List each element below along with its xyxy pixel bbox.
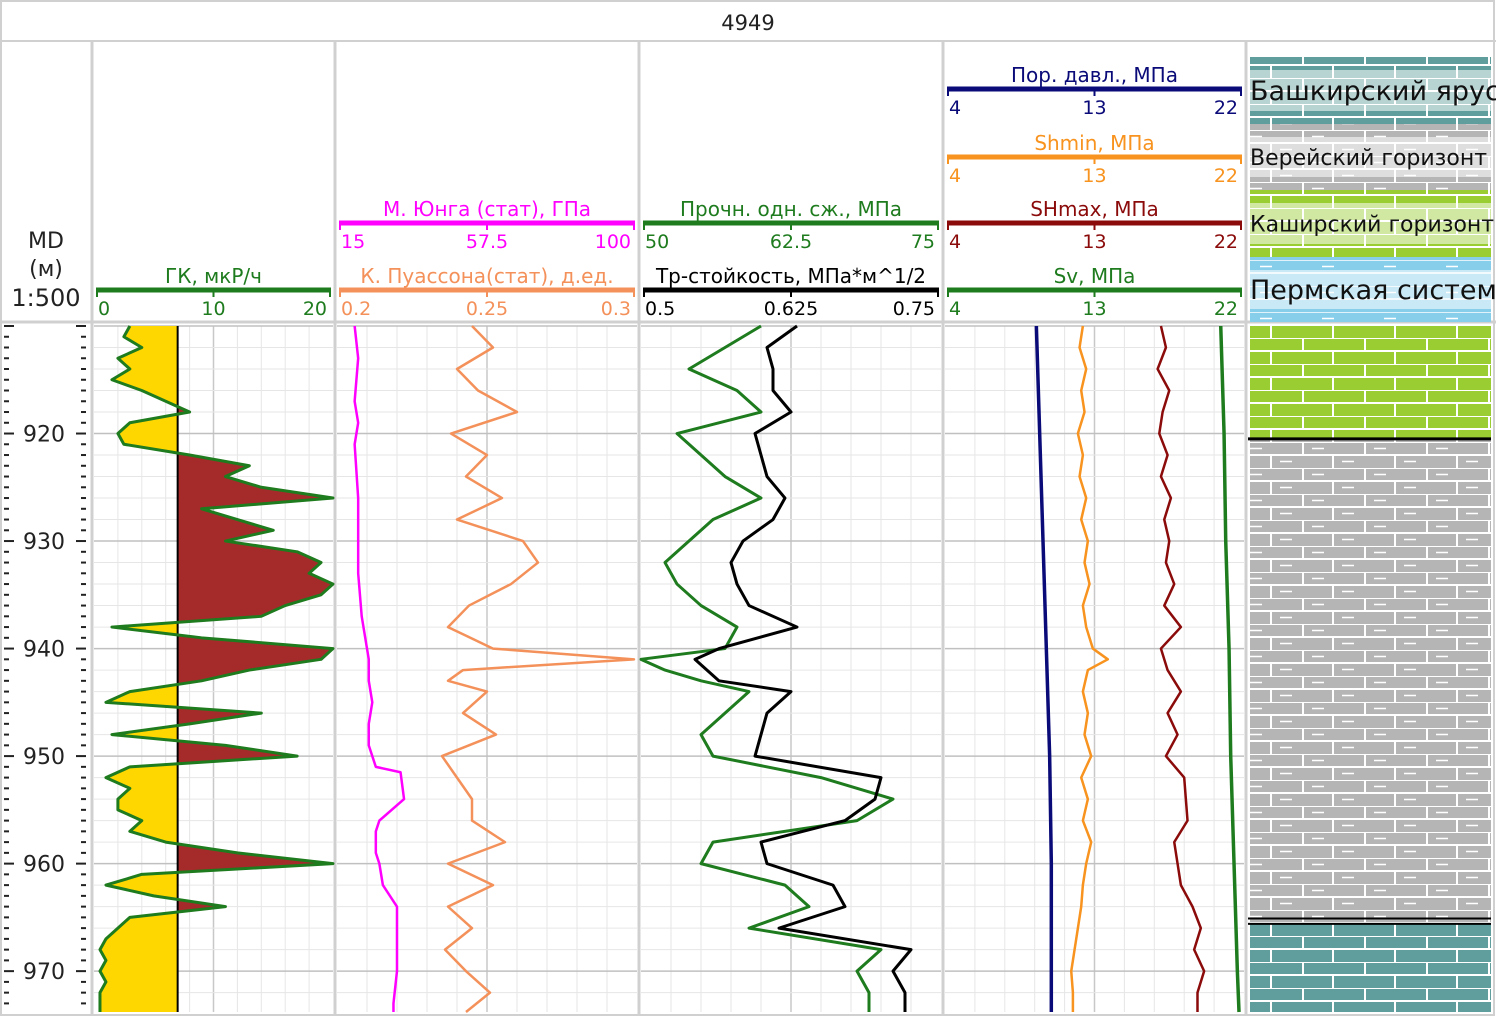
header-scale-max: 20	[303, 298, 327, 320]
header-scale-max: 22	[1214, 231, 1238, 253]
depth-tick-label: 920	[23, 423, 65, 448]
kic-curve	[693, 324, 913, 1012]
mech-grid	[337, 325, 637, 1012]
header-title: Прочн. одн. сж., МПа	[680, 197, 902, 221]
rock-grid	[641, 325, 941, 1012]
header-title: М. Юнга (стат), ГПа	[383, 197, 591, 221]
header-scale-mid: 0.625	[764, 298, 818, 320]
header-scale-mid: 13	[1082, 97, 1106, 119]
stress-grid	[945, 325, 1244, 1012]
gk-curve	[98, 325, 335, 1012]
strat-name: Башкирский ярус	[1250, 76, 1496, 107]
header-title: Тр-стойкость, МПа*м^1/2	[655, 264, 926, 288]
well-name: 4949	[721, 11, 774, 35]
header-scale-min: 4	[949, 165, 961, 187]
depth-tick-label: 950	[23, 745, 65, 770]
header-title: SHmax, МПа	[1030, 197, 1159, 221]
gk-header: ГК, мкР/ч 0 10 20	[96, 264, 331, 320]
header-title: Shmin, МПа	[1034, 131, 1154, 155]
depth-axis: 920 930 940 950 960 970	[4, 325, 86, 1005]
header-scale-min: 4	[949, 231, 961, 253]
kic-header: Тр-стойкость, МПа*м^1/2 0.5 0.625 0.75	[643, 264, 939, 320]
depth-unit-label: (м)	[29, 257, 63, 282]
header-scale-mid: 13	[1082, 231, 1106, 253]
header-scale-min: 0	[98, 298, 110, 320]
header-title: К. Пуассона(стат), д.ед.	[360, 264, 613, 288]
strat-name: Пермская система	[1250, 275, 1496, 306]
header-scale-min: 0.2	[341, 298, 371, 320]
ucs-curve	[639, 324, 895, 1012]
header-scale-min: 4	[949, 97, 961, 119]
lithology-interval	[1250, 326, 1491, 439]
strat-name: Каширский горизонт	[1250, 212, 1494, 237]
curves	[98, 324, 1241, 1013]
header-scale-max: 100	[595, 231, 631, 253]
depth-tick-label: 930	[23, 530, 65, 555]
sv-header: Sv, МПа 4 13 22	[947, 264, 1242, 320]
gk-clean-fill	[99, 326, 178, 1012]
header-scale-mid: 10	[201, 298, 225, 320]
strat-legend: Башкирский ярус Верейский горизонт Каширск…	[1250, 57, 1496, 322]
header-scale-max: 22	[1214, 97, 1238, 119]
young-header: М. Юнга (стат), ГПа 15 57.5 100	[339, 197, 635, 253]
header-scale-max: 75	[911, 231, 935, 253]
pp-header: Пор. давл., МПа 4 13 22	[947, 63, 1242, 119]
depth-label: MD	[28, 229, 64, 254]
header-scale-mid: 57.5	[466, 231, 508, 253]
header-scale-max: 0.3	[601, 298, 631, 320]
lithology-interval	[1250, 438, 1491, 923]
pp-curve	[1034, 325, 1054, 1012]
header-scale-min: 4	[949, 298, 961, 320]
header-scale-mid: 13	[1082, 298, 1106, 320]
young-curve	[353, 325, 406, 1012]
header-scale-max: 22	[1214, 298, 1238, 320]
poisson-header: К. Пуассона(стат), д.ед. 0.2 0.25 0.3	[339, 264, 635, 320]
shmin-header: Shmin, МПа 4 13 22	[947, 131, 1242, 187]
strat-name: Верейский горизонт	[1250, 146, 1487, 171]
shmax-header: SHmax, МПа 4 13 22	[947, 197, 1242, 253]
shmax-curve	[1156, 325, 1206, 1012]
header-title: ГК, мкР/ч	[165, 264, 262, 288]
header-scale-min: 0.5	[645, 298, 675, 320]
lithology-interval	[1250, 922, 1491, 1012]
lithology-column	[1248, 326, 1491, 1012]
ucs-header: Прочн. одн. сж., МПа 50 62.5 75	[643, 197, 939, 253]
sv-curve	[1218, 325, 1241, 1013]
header-scale-max: 22	[1214, 165, 1238, 187]
poisson-curve	[440, 325, 636, 1013]
depth-tick-label: 940	[23, 638, 65, 663]
depth-scale: 1:500	[11, 284, 80, 312]
header-scale-mid: 13	[1082, 165, 1106, 187]
header-scale-min: 15	[341, 231, 365, 253]
depth-tick-label: 970	[23, 960, 65, 985]
header-scale-mid: 0.25	[466, 298, 508, 320]
header-title: Sv, МПа	[1054, 264, 1136, 288]
header-scale-max: 0.75	[893, 298, 935, 320]
shmin-curve	[1069, 325, 1110, 1012]
depth-tick-label: 960	[23, 853, 65, 878]
header-scale-mid: 62.5	[770, 231, 812, 253]
header-scale-min: 50	[645, 231, 669, 253]
header-title: Пор. давл., МПа	[1011, 63, 1178, 87]
